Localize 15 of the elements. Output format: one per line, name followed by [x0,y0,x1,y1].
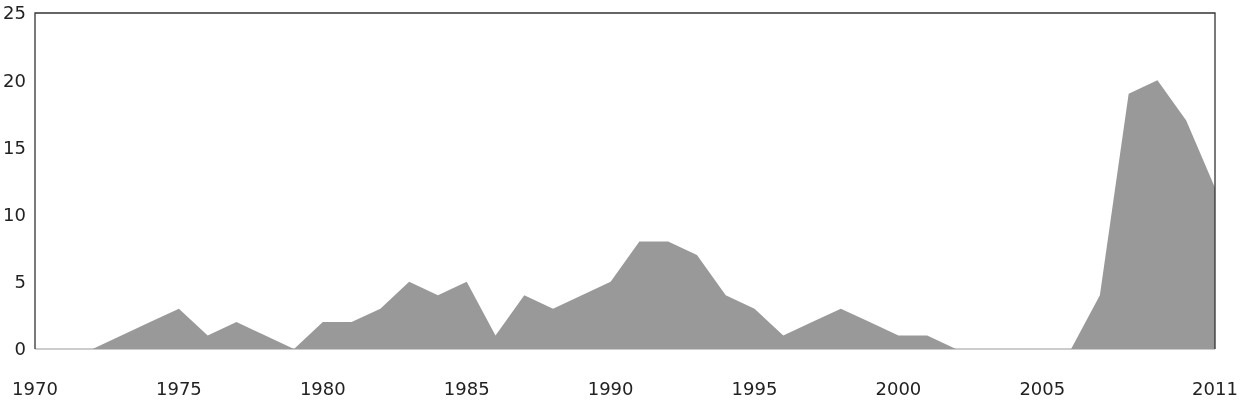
x-tick-label: 1970 [12,378,58,399]
y-tick-label: 0 [14,338,26,360]
y-tick-label: 5 [14,271,26,293]
x-tick-label: 1995 [731,378,778,399]
x-tick-label: 2000 [875,378,922,399]
x-tick-label: 2011 [1192,378,1238,399]
x-tick-label: 1980 [299,378,346,399]
y-tick-label: 25 [3,2,26,24]
x-tick-label: 2005 [1019,378,1066,399]
y-tick-label: 15 [3,136,26,158]
x-tick-label: 1975 [156,378,202,399]
x-tick-label: 1990 [587,378,634,399]
y-tick-label: 20 [3,69,26,91]
x-tick-label: 1985 [443,378,490,399]
y-tick-label: 10 [3,203,26,225]
